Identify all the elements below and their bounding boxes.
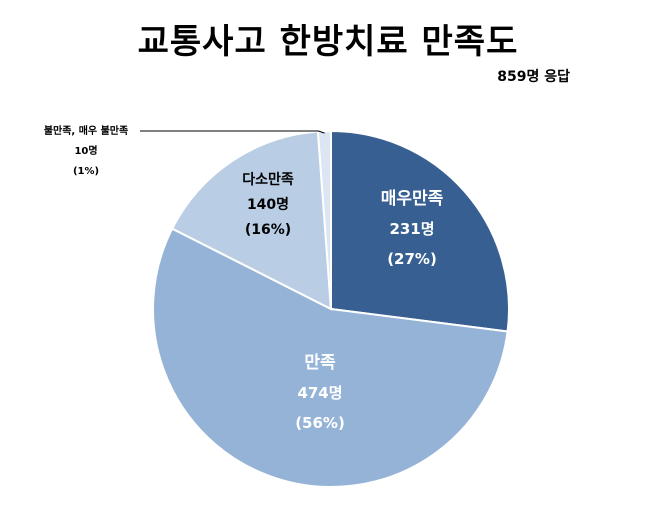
- slice-label-very-satisfied-name: 매우만족: [381, 189, 444, 209]
- slice-label-somewhat-satisfied-name: 다소만족: [242, 172, 294, 188]
- slice-label-very-satisfied-pct: (27%): [387, 250, 437, 268]
- slice-label-satisfied-count: 474명: [297, 384, 342, 402]
- slice-label-dissatisfied-pct: (1%): [73, 166, 99, 177]
- slice-label-somewhat-satisfied-count: 140명: [247, 196, 289, 213]
- slice-label-somewhat-satisfied-pct: (16%): [245, 222, 291, 238]
- chart-subtitle: 859명 응답: [497, 69, 570, 85]
- pie-slice-somewhat-satisfied: [170, 130, 333, 311]
- slice-label-dissatisfied-name: 불만족, 매우 불만족: [44, 124, 128, 137]
- slice-label-satisfied-pct: (56%): [295, 414, 345, 432]
- slice-label-satisfied-name: 만족: [304, 353, 336, 373]
- pie-slice-very-satisfied: [330, 129, 510, 333]
- leader-line: [140, 130, 325, 134]
- slice-label-dissatisfied-count: 10명: [74, 144, 97, 157]
- pie-slice-satisfied: [152, 227, 509, 488]
- chart-title: 교통사고 한방치료 만족도: [137, 22, 519, 62]
- slice-label-very-satisfied-count: 231명: [389, 220, 434, 238]
